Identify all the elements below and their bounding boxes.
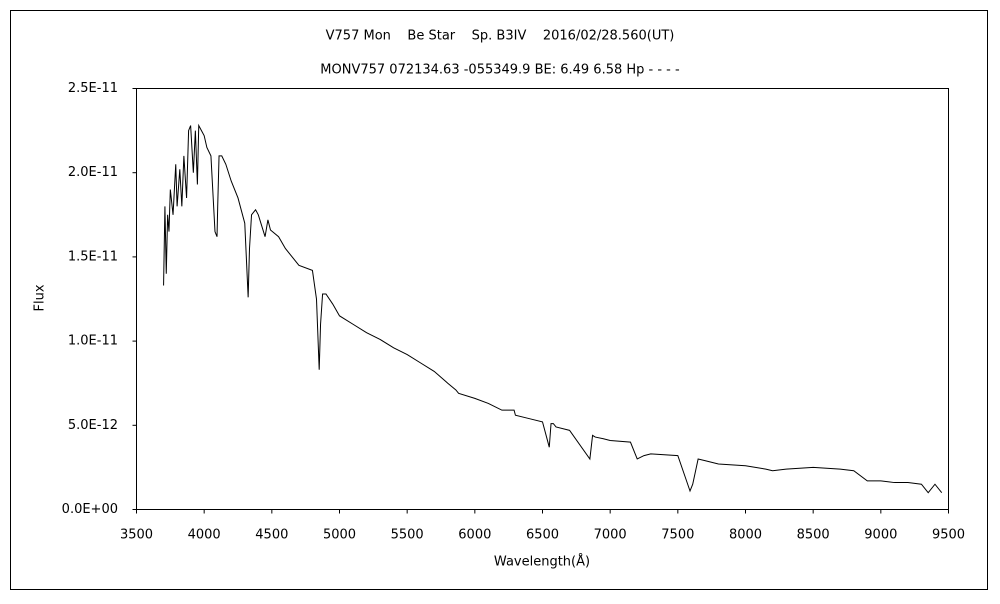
x-tick-label: 6500 bbox=[526, 528, 559, 543]
x-tick-label: 8500 bbox=[797, 528, 830, 543]
y-tick-label: 5.0E-12 bbox=[68, 418, 118, 433]
x-tick-label: 5500 bbox=[391, 528, 424, 543]
x-tick-label: 4500 bbox=[255, 528, 288, 543]
spectrum-line bbox=[163, 123, 943, 494]
x-tick-label: 8000 bbox=[729, 528, 762, 543]
y-tick-label: 0.0E+00 bbox=[62, 502, 118, 517]
x-tick-label: 6000 bbox=[458, 528, 491, 543]
y-tick-label: 1.5E-11 bbox=[68, 249, 118, 264]
x-tick-label: 5000 bbox=[323, 528, 356, 543]
x-tick-label: 9500 bbox=[932, 528, 965, 543]
plot-area bbox=[136, 88, 949, 510]
x-tick-label: 3500 bbox=[120, 528, 153, 543]
x-tick-label: 9000 bbox=[864, 528, 897, 543]
x-tick-label: 7000 bbox=[594, 528, 627, 543]
chart-subtitle: MONV757 072134.63 -055349.9 BE: 6.49 6.5… bbox=[320, 63, 680, 78]
y-tick-label: 2.0E-11 bbox=[68, 165, 118, 180]
x-tick-label: 7500 bbox=[661, 528, 694, 543]
y-tick-label: 1.0E-11 bbox=[68, 334, 118, 349]
x-axis-label: Wavelength(Å) bbox=[494, 554, 590, 570]
x-tick-label: 4000 bbox=[188, 528, 221, 543]
y-axis-label: Flux bbox=[33, 284, 48, 311]
chart-title: V757 Mon Be Star Sp. B3IV 2016/02/28.560… bbox=[326, 29, 675, 44]
y-tick-label: 2.5E-11 bbox=[68, 81, 118, 96]
frame bbox=[10, 10, 988, 590]
